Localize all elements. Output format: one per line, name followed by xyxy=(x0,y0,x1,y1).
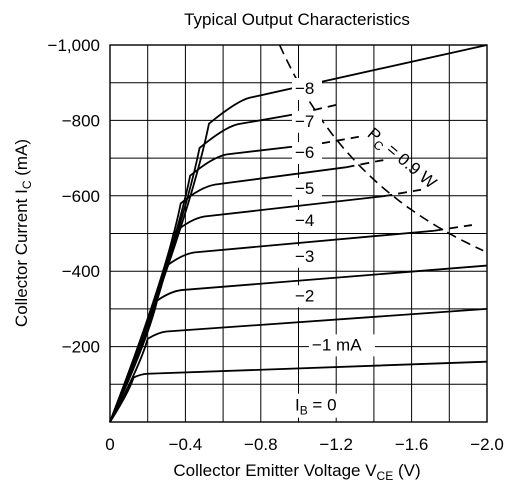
ib-curve xyxy=(109,229,435,423)
curve-label: −4 xyxy=(295,211,314,230)
curve-label: −7 xyxy=(295,112,314,131)
curve-label: −1 mA xyxy=(312,335,362,354)
curve-label-bg xyxy=(291,245,322,268)
x-tick-label: −2.0 xyxy=(470,435,504,454)
x-axis-title-main: Collector Emitter Voltage V xyxy=(173,461,377,480)
plot-frame xyxy=(109,44,488,423)
x-axis-title-unit: (V) xyxy=(393,461,420,480)
ib-curve-extension xyxy=(434,224,473,232)
grid xyxy=(110,45,487,422)
x-tick-label: −1.6 xyxy=(395,435,429,454)
y-axis-title: Collector Current IC (mA) xyxy=(12,139,34,327)
curve-label: −2 xyxy=(295,286,314,305)
curve-label-bg xyxy=(291,209,322,232)
x-tick-label: 0 xyxy=(105,435,114,454)
x-axis-title: Collector Emitter Voltage VCE (V) xyxy=(173,461,420,483)
curve-label-bg xyxy=(291,285,322,308)
y-axis-title-unit: (mA) xyxy=(12,139,31,181)
ib-curve xyxy=(109,308,488,423)
ib-zero-main: I xyxy=(295,396,300,415)
curve-labels: −1 mA −2 −3 −4 −5 −6 −7 −8 IB = 0 xyxy=(291,78,375,418)
y-tick-label: −800 xyxy=(62,111,100,130)
ib-curves xyxy=(109,44,488,423)
ib-zero-rest: = 0 xyxy=(308,396,337,415)
curve-label: −8 xyxy=(295,79,314,98)
y-tick-labels: −200 −400 −600 −800 −1,000 xyxy=(48,36,100,357)
y-tick-label: −200 xyxy=(62,338,100,357)
curve-label-bg xyxy=(291,142,322,165)
x-tick-label: −0.4 xyxy=(169,435,203,454)
power-label-rest: = 0.9 W xyxy=(379,137,440,193)
chart-title: Typical Output Characteristics xyxy=(184,10,410,29)
y-axis-title-main: Collector Current I xyxy=(12,189,31,327)
curve-label-bg xyxy=(308,334,375,357)
x-tick-labels: 0 −0.4 −0.8 −1.2 −1.6 −2.0 xyxy=(105,435,504,454)
curve-label: −5 xyxy=(295,179,314,198)
y-tick-label: −1,000 xyxy=(48,36,100,55)
ib-curve xyxy=(109,360,488,423)
y-tick-label: −400 xyxy=(62,262,100,281)
ib-zero-sub: B xyxy=(300,404,308,418)
ib-curve-extension xyxy=(383,188,422,198)
x-axis-title-sub: CE xyxy=(377,469,394,483)
x-tick-label: −0.8 xyxy=(244,435,278,454)
ib-zero-label: IB = 0 xyxy=(295,396,337,418)
ib-curve-extension xyxy=(345,159,384,169)
power-curve-line xyxy=(278,44,484,252)
zero-label-bg xyxy=(291,393,362,418)
curve-label: −3 xyxy=(295,247,314,266)
ib-curve-extension xyxy=(320,135,359,145)
x-tick-label: −1.2 xyxy=(319,435,353,454)
ib-curve xyxy=(109,44,488,423)
curve-label-bg xyxy=(291,177,322,200)
curve-label-bg xyxy=(291,78,322,101)
y-axis-title-sub: C xyxy=(20,180,34,189)
curve-label: −6 xyxy=(295,143,314,162)
curve-label-bg xyxy=(291,110,322,133)
y-tick-label: −600 xyxy=(62,187,100,206)
